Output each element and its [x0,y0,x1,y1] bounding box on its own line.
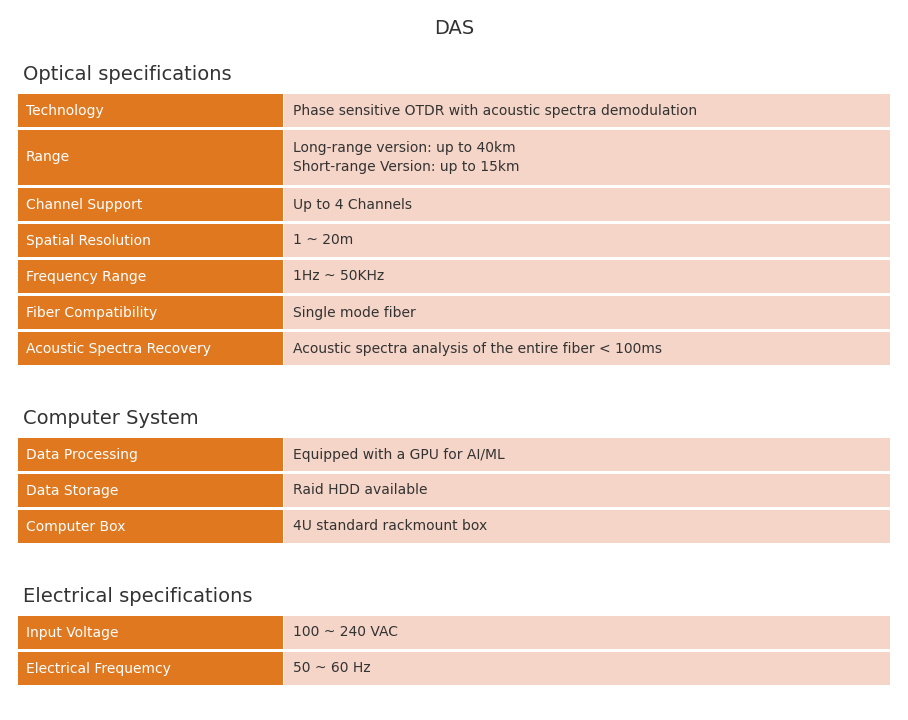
Text: Electrical specifications: Electrical specifications [23,588,252,606]
Text: DAS: DAS [434,19,474,37]
Bar [18,652,283,685]
Text: Range: Range [26,150,70,164]
Bar [284,474,890,507]
Text: Frequency Range: Frequency Range [26,269,146,284]
Text: Optical specifications: Optical specifications [23,66,232,84]
Bar [18,260,283,293]
Bar [18,616,283,649]
Text: Equipped with a GPU for AI/ML: Equipped with a GPU for AI/ML [293,448,505,462]
Text: Acoustic spectra analysis of the entire fiber < 100ms: Acoustic spectra analysis of the entire … [293,341,662,356]
Text: Channel Support: Channel Support [26,197,143,212]
Bar [284,510,890,543]
Text: Phase sensitive OTDR with acoustic spectra demodulation: Phase sensitive OTDR with acoustic spect… [293,104,697,117]
Text: Data Processing: Data Processing [26,448,138,462]
Text: Input Voltage: Input Voltage [26,626,119,639]
Bar [284,130,890,185]
Text: Electrical Frequemcy: Electrical Frequemcy [26,662,171,675]
Bar [284,188,890,221]
Bar [284,224,890,257]
Text: 100 ~ 240 VAC: 100 ~ 240 VAC [293,626,398,639]
Text: Data Storage: Data Storage [26,484,118,498]
Bar [18,94,283,127]
Text: 1 ~ 20m: 1 ~ 20m [293,233,353,248]
Text: Computer Box: Computer Box [26,520,125,534]
Bar [18,332,283,365]
Text: Single mode fiber: Single mode fiber [293,305,416,320]
Text: Long-range version: up to 40km
Short-range Version: up to 15km: Long-range version: up to 40km Short-ran… [293,140,519,174]
Bar [18,474,283,507]
Text: 50 ~ 60 Hz: 50 ~ 60 Hz [293,662,370,675]
Bar [284,296,890,329]
Text: Acoustic Spectra Recovery: Acoustic Spectra Recovery [26,341,211,356]
Bar [284,94,890,127]
Bar [284,438,890,471]
Bar [18,510,283,543]
Text: 1Hz ~ 50KHz: 1Hz ~ 50KHz [293,269,384,284]
Bar [284,652,890,685]
Bar [18,224,283,257]
Bar [18,438,283,471]
Text: Raid HDD available: Raid HDD available [293,484,428,498]
Bar [18,130,283,185]
Bar [18,188,283,221]
Text: Spatial Resolution: Spatial Resolution [26,233,151,248]
Text: 4U standard rackmount box: 4U standard rackmount box [293,520,488,534]
Bar [18,296,283,329]
Text: Fiber Compatibility: Fiber Compatibility [26,305,157,320]
Bar [284,260,890,293]
Text: Computer System: Computer System [23,410,199,428]
Text: Technology: Technology [26,104,104,117]
Bar [284,616,890,649]
Text: Up to 4 Channels: Up to 4 Channels [293,197,412,212]
Bar [284,332,890,365]
